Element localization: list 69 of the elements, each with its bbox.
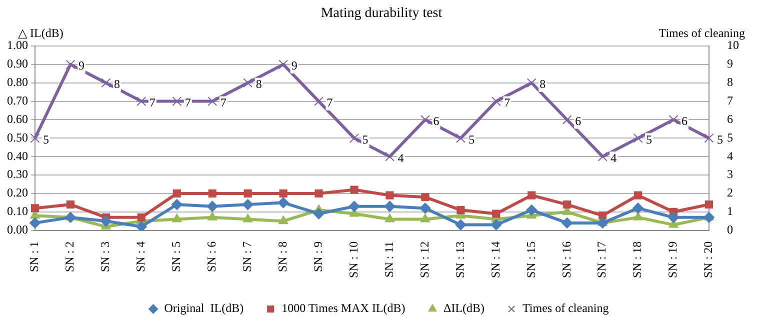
data-label: 8: [114, 77, 120, 92]
data-label: 4: [610, 150, 617, 165]
x-tick-label: SN : 1: [27, 241, 42, 272]
x-tick-label: SN : 4: [134, 241, 148, 272]
data-label: 6: [433, 114, 440, 128]
data-label: 8: [256, 77, 262, 92]
y2-tick-label: 8: [727, 75, 733, 90]
legend-label: 1000 Times MAX IL(dB): [282, 301, 406, 316]
y-tick-label: 0.80: [7, 75, 28, 90]
y2-tick-label: 10: [727, 38, 739, 52]
y-tick-label: 0.70: [7, 93, 28, 108]
data-label: 7: [220, 95, 226, 110]
data-label: 6: [682, 114, 688, 128]
data-label: 7: [504, 95, 510, 110]
y-tick-label: 1.00: [7, 38, 28, 52]
y2-axis-title: Times of cleaning: [658, 26, 745, 41]
data-label: 6: [575, 114, 582, 128]
y2-tick-label: 1: [727, 204, 733, 218]
x-tick-label: SN : 10: [346, 241, 360, 278]
x-tick-label: SN : 18: [630, 241, 644, 278]
data-label: 4: [398, 150, 404, 165]
y-tick-label: 0.20: [7, 186, 28, 200]
y2-tick-label: 4: [727, 148, 733, 163]
data-label: 5: [646, 132, 652, 146]
data-label: 5: [362, 132, 368, 146]
data-label: 9: [78, 58, 84, 73]
data-label: 5: [43, 132, 49, 146]
y-tick-label: 0.50: [7, 130, 28, 144]
x-tick-label: SN : 17: [594, 241, 609, 278]
data-label: 5: [717, 132, 723, 146]
y-tick-label: 0.60: [7, 112, 28, 126]
y-tick-label: 0.00: [7, 222, 28, 236]
y2-tick-label: 5: [727, 130, 733, 144]
y-tick-label: 0.90: [7, 56, 28, 71]
y-axis-title: △ IL(dB): [18, 26, 64, 41]
x-tick-label: SN : 11: [382, 241, 396, 278]
x-tick-label: SN : 8: [275, 241, 290, 272]
x-tick-label: SN : 5: [169, 241, 184, 272]
data-label: 5: [468, 132, 475, 146]
x-tick-label: SN : 15: [524, 241, 538, 278]
x-tick-label: SN : 6: [204, 241, 219, 272]
legend-label: Original IL(dB): [164, 301, 244, 316]
x-tick-label: SN : 7: [240, 241, 254, 272]
y2-tick-label: 9: [727, 56, 733, 71]
y2-tick-label: 2: [727, 186, 733, 200]
x-tick-label: SN : 16: [559, 241, 574, 278]
x-tick-label: SN : 13: [452, 241, 467, 278]
x-tick-label: SN : 19: [666, 241, 680, 278]
data-label: 8: [540, 77, 546, 92]
data-label: 7: [149, 95, 156, 110]
x-tick-label: SN : 3: [98, 241, 112, 272]
x-tick-label: SN : 12: [417, 241, 432, 278]
y-tick-label: 0.30: [7, 167, 28, 182]
x-tick-label: SN : 14: [488, 241, 502, 278]
data-label: 9: [291, 58, 298, 73]
y2-tick-label: 3: [727, 167, 733, 182]
data-label: 7: [184, 95, 191, 110]
x-tick-label: SN : 9: [310, 241, 325, 272]
legend-label: Times of cleaning: [522, 301, 609, 316]
data-label: 7: [326, 95, 333, 110]
y2-tick-label: 7: [727, 93, 733, 108]
x-tick-label: SN : 20: [701, 241, 716, 278]
x-tick-label: SN : 2: [62, 241, 77, 272]
y2-tick-label: 0: [727, 222, 733, 236]
y-tick-label: 0.40: [7, 148, 28, 163]
y-tick-label: 0.10: [7, 204, 28, 218]
chart-title: Mating durability test: [320, 6, 444, 22]
y2-tick-label: 6: [727, 112, 733, 126]
legend-label: ΔIL(dB): [443, 301, 485, 316]
